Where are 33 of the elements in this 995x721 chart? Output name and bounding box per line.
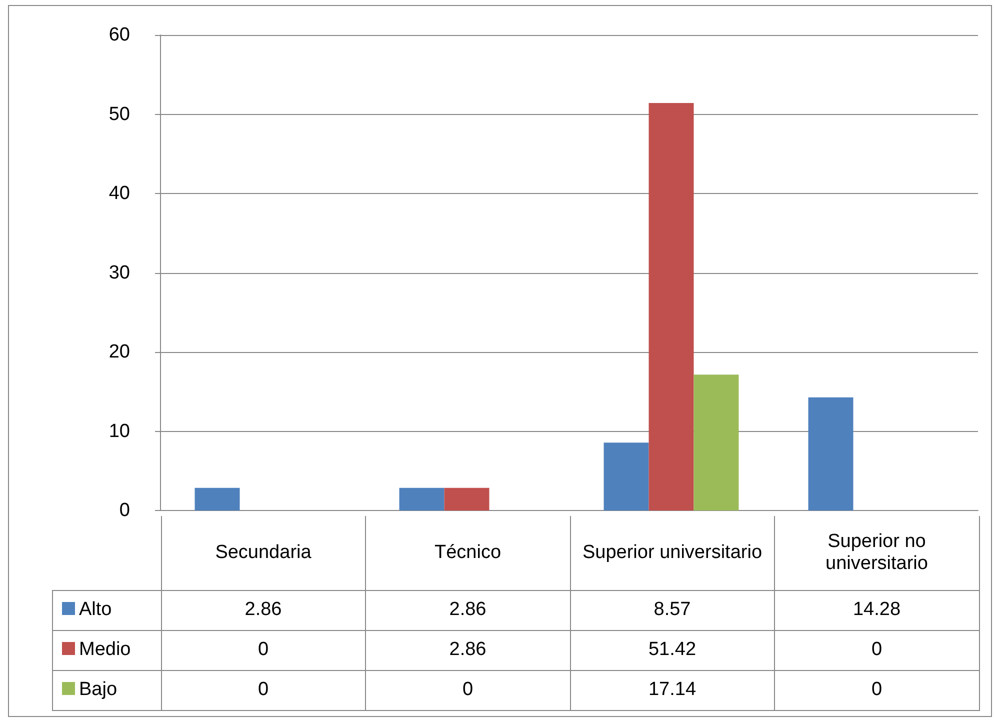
bar — [694, 374, 739, 510]
data-label: 51.42 — [570, 630, 774, 670]
data-label: 8.57 — [570, 590, 774, 630]
data-label: 17.14 — [570, 670, 774, 710]
x-tick-label: Técnico — [366, 516, 570, 590]
bar — [399, 488, 444, 510]
y-tick-label: 10 — [108, 420, 130, 442]
data-label: 14.28 — [774, 590, 979, 630]
legend-label: Bajo — [52, 670, 161, 710]
x-tick-label: Superior no universitario — [774, 516, 979, 590]
y-tick-label: 60 — [108, 24, 130, 46]
data-label: 2.86 — [366, 630, 570, 670]
bar — [808, 397, 854, 510]
data-label: 0 — [774, 670, 979, 710]
x-tick-label: Superior universitario — [570, 516, 774, 590]
bar — [648, 102, 694, 510]
y-tick-label: 50 — [108, 104, 130, 125]
data-label: 2.86 — [366, 590, 570, 630]
legend-label: Medio — [52, 630, 161, 670]
data-label: 0 — [774, 630, 979, 670]
x-tick-label: Secundaria — [161, 516, 366, 590]
data-label: 0 — [161, 630, 366, 670]
bar — [194, 488, 240, 510]
legend-label: Alto — [52, 590, 161, 630]
data-label: 2.86 — [161, 590, 366, 630]
bar — [444, 488, 490, 510]
bar — [604, 442, 649, 510]
data-label: 0 — [161, 670, 366, 710]
y-tick-label: 30 — [108, 262, 130, 284]
y-tick-label: 40 — [108, 183, 130, 204]
data-label: 0 — [366, 670, 570, 710]
y-tick-label: 0 — [119, 500, 130, 521]
y-tick-label: 20 — [108, 342, 130, 362]
